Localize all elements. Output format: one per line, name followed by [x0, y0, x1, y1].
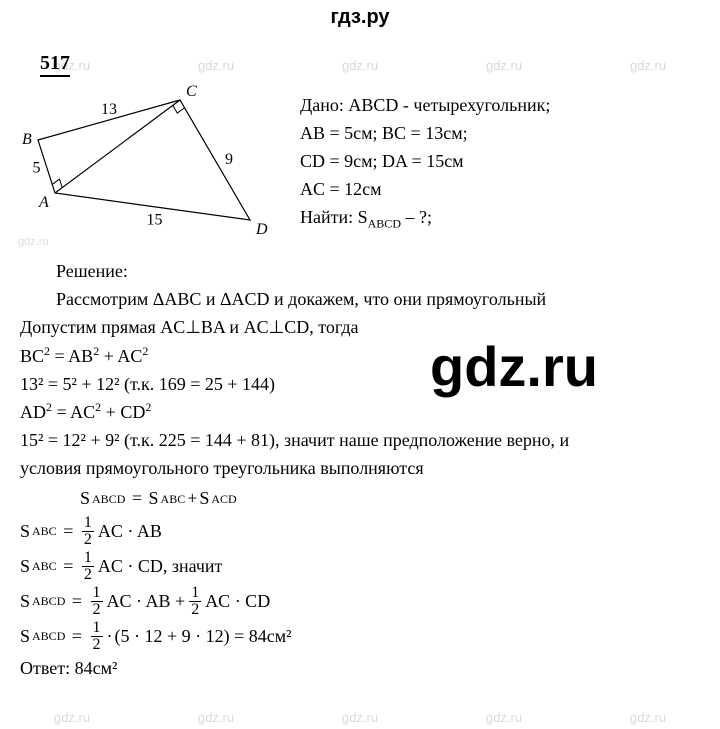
given-line: CD = 9см; DA = 15см [300, 148, 550, 176]
equation: SABC = 12 AC · CD, значит [20, 550, 710, 583]
solution-line: AD2 = AC2 + CD2 [20, 398, 710, 427]
svg-text:B: B [22, 131, 32, 148]
site-header: гдз.ру [0, 0, 720, 29]
watermark-row: gdz.rugdz.rugdz.rugdz.rugdz.ru [0, 58, 720, 73]
svg-text:A: A [38, 194, 49, 211]
solution-line: Допустим прямая AC⊥BA и AC⊥CD, тогда [20, 314, 710, 342]
answer-line: Ответ: 84см² [20, 655, 710, 683]
given-line: AB = 5см; BC = 13см; [300, 120, 550, 148]
svg-text:C: C [186, 85, 197, 100]
equation: SABCD = 12 AC · AB + 12 AC · CD [20, 585, 710, 618]
solution-line: условия прямоугольного треугольника выпо… [20, 455, 710, 483]
solution-line: 15² = 12² + 9² (т.к. 225 = 144 + 81), зн… [20, 427, 710, 455]
given-block: Дано: ABCD - четырехугольник; AB = 5см; … [300, 92, 550, 233]
watermark-row-bottom: gdz.rugdz.rugdz.rugdz.rugdz.ru [0, 710, 720, 725]
equation: SABCD = 12 · (5 · 12 + 9 · 12) = 84см² [20, 620, 710, 653]
svg-text:15: 15 [147, 212, 163, 229]
svg-text:9: 9 [225, 151, 233, 168]
equation: SABC = 12 AC · AB [20, 515, 710, 548]
problem-number: 517 [40, 52, 70, 77]
svg-text:D: D [255, 221, 268, 238]
svg-text:13: 13 [101, 101, 117, 118]
solution-line: 13² = 5² + 12² (т.к. 169 = 25 + 144) [20, 371, 710, 399]
geometry-figure: B C D A 13 9 15 5 [20, 85, 280, 245]
given-line: AC = 12см [300, 176, 550, 204]
solution-block: Решение: Рассмотрим ΔABC и ΔACD и докаже… [20, 258, 710, 683]
given-line: Дано: ABCD - четырехугольник; [300, 92, 550, 120]
solution-line: BC2 = AB2 + AC2 [20, 342, 710, 371]
svg-text:5: 5 [33, 160, 41, 177]
given-line: Найти: SABCD – ?; [300, 204, 550, 233]
solution-title: Решение: [20, 258, 710, 286]
solution-line: Рассмотрим ΔABC и ΔACD и докажем, что он… [20, 286, 710, 314]
equation: SABCD = SABC + SACD [20, 485, 710, 513]
